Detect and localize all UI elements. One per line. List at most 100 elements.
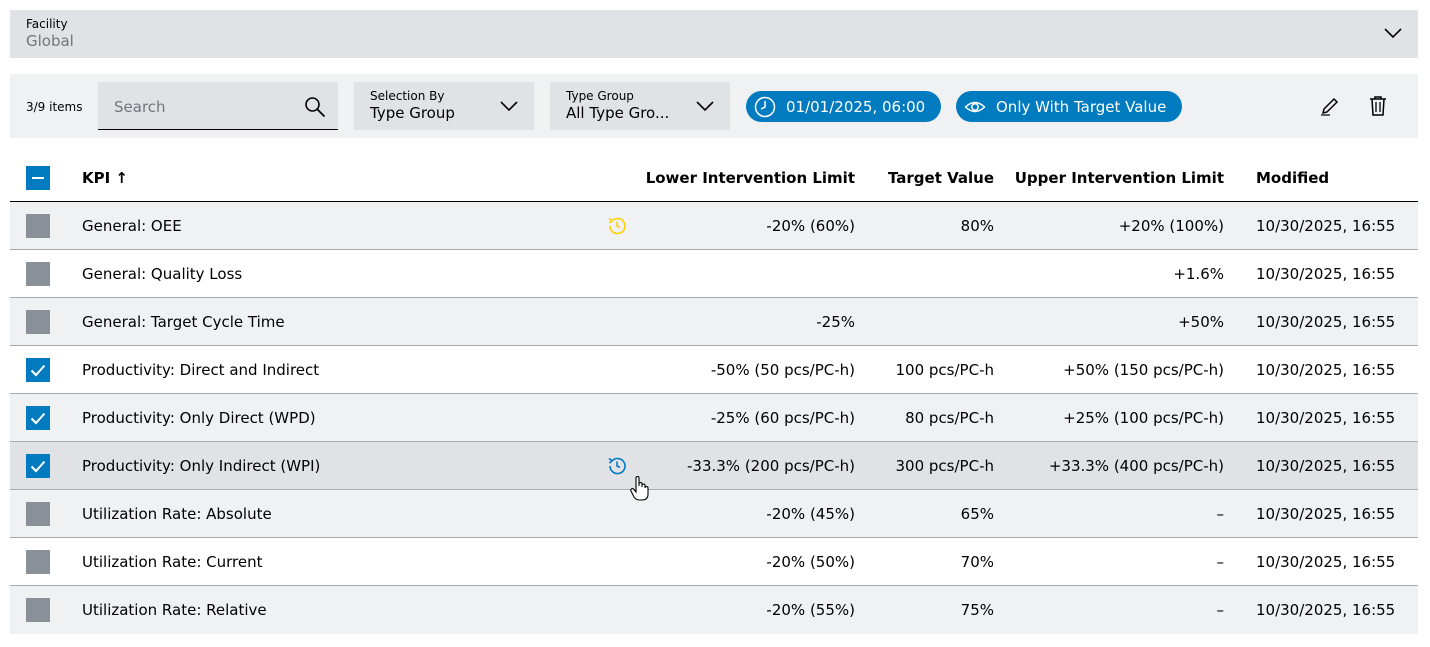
upper-limit-value: –: [1216, 552, 1225, 571]
table-row[interactable]: Productivity: Only Direct (WPD) -25% (60 …: [10, 394, 1418, 442]
eye-icon: [964, 101, 986, 112]
row-checkbox-cell: [26, 202, 50, 249]
row-checkbox[interactable]: [26, 261, 50, 286]
search-icon[interactable]: [304, 96, 326, 118]
type-group-dropdown[interactable]: Type Group All Type Gro...: [550, 82, 730, 130]
table-row[interactable]: General: OEE -20% (60%) 80% +20% (100%) 10/3…: [10, 202, 1418, 250]
column-header-modified[interactable]: Modified: [1256, 168, 1330, 187]
modified-date: 10/30/2025, 16:55: [1256, 216, 1396, 235]
history-icon[interactable]: [606, 202, 628, 249]
search-placeholder: Search: [114, 98, 166, 116]
target-value: 80%: [960, 216, 994, 235]
date-filter-label: 01/01/2025, 06:00: [786, 97, 926, 116]
kpi-name: Utilization Rate: Current: [82, 552, 263, 571]
row-checkbox[interactable]: [26, 501, 50, 526]
upper-limit-value: –: [1216, 600, 1225, 619]
modified-date: 10/30/2025, 16:55: [1256, 600, 1396, 619]
row-checkbox-cell: [26, 298, 50, 345]
kpi-name: Utilization Rate: Absolute: [82, 504, 272, 523]
upper-limit-value: +1.6%: [1173, 264, 1224, 283]
row-checkbox-cell: [26, 538, 50, 585]
column-header-target-value[interactable]: Target Value: [887, 168, 994, 187]
table-row[interactable]: General: Quality Loss +1.6% 10/30/2025, 16…: [10, 250, 1418, 298]
table-row[interactable]: General: Target Cycle Time -25% +50% 10/30/…: [10, 298, 1418, 346]
upper-limit-value: +20% (100%): [1118, 216, 1224, 235]
upper-limit-value: +33.3% (400 pcs/PC-h): [1048, 456, 1224, 475]
row-checkbox-checked[interactable]: [26, 357, 50, 382]
row-checkbox-cell: [26, 442, 50, 489]
kpi-name: General: OEE: [82, 216, 182, 235]
modified-date: 10/30/2025, 16:55: [1256, 408, 1396, 427]
table-row[interactable]: Utilization Rate: Relative -20% (55%) 75% –…: [10, 586, 1418, 634]
row-checkbox[interactable]: [26, 213, 50, 238]
lower-limit-value: -25% (60 pcs/PC-h): [710, 408, 855, 427]
column-header-lower-limit[interactable]: Lower Intervention Limit: [645, 168, 855, 187]
row-checkbox-checked[interactable]: [26, 453, 50, 478]
kpi-name: Productivity: Direct and Indirect: [82, 360, 320, 379]
lower-limit-value: -20% (45%): [766, 504, 855, 523]
row-checkbox[interactable]: [26, 597, 50, 622]
lower-limit-value: -50% (50 pcs/PC-h): [710, 360, 855, 379]
chevron-down-icon: [1384, 28, 1402, 39]
table-row[interactable]: Productivity: Direct and Indirect -50% (5…: [10, 346, 1418, 394]
modified-date: 10/30/2025, 16:55: [1256, 552, 1396, 571]
selection-by-label: Selection By: [370, 89, 445, 103]
target-value-filter-chip[interactable]: Only With Target Value: [956, 91, 1183, 122]
selection-by-value: Type Group: [370, 104, 455, 122]
kpi-name: General: Quality Loss: [82, 264, 243, 283]
type-group-label: Type Group: [566, 89, 634, 103]
history-icon[interactable]: [606, 442, 628, 489]
delete-icon[interactable]: [1366, 94, 1390, 118]
clock-icon: [754, 96, 776, 117]
column-header-upper-limit[interactable]: Upper Intervention Limit: [1014, 168, 1224, 187]
table-header: KPI ↑ Lower Intervention Limit Target Va…: [10, 154, 1418, 202]
lower-limit-value: -20% (60%): [766, 216, 855, 235]
row-checkbox-cell: [26, 586, 50, 633]
select-all-checkbox[interactable]: [26, 165, 50, 190]
target-value-filter-label: Only With Target Value: [996, 97, 1167, 116]
lower-limit-value: -20% (55%): [766, 600, 855, 619]
table-body: General: OEE -20% (60%) 80% +20% (100%) 10/3…: [10, 202, 1418, 634]
target-value: 75%: [960, 600, 994, 619]
row-checkbox[interactable]: [26, 309, 50, 334]
modified-date: 10/30/2025, 16:55: [1256, 360, 1396, 379]
modified-date: 10/30/2025, 16:55: [1256, 456, 1396, 475]
modified-date: 10/30/2025, 16:55: [1256, 264, 1396, 283]
lower-limit-value: -33.3% (200 pcs/PC-h): [686, 456, 855, 475]
selection-by-dropdown[interactable]: Selection By Type Group: [354, 82, 534, 130]
edit-icon[interactable]: [1318, 94, 1342, 118]
row-checkbox[interactable]: [26, 549, 50, 574]
upper-limit-value: +50% (150 pcs/PC-h): [1063, 360, 1224, 379]
hand-pointer-icon: [630, 476, 649, 501]
target-value: 100 pcs/PC-h: [895, 360, 994, 379]
table-row[interactable]: Utilization Rate: Current -20% (50%) 70% – 1…: [10, 538, 1418, 586]
kpi-name: General: Target Cycle Time: [82, 312, 285, 331]
table-row[interactable]: Productivity: Only Indirect (WPI) -33.3% …: [10, 442, 1418, 490]
row-checkbox-cell: [26, 250, 50, 297]
search-input[interactable]: Search: [98, 82, 338, 130]
column-header-kpi[interactable]: KPI ↑: [82, 168, 128, 187]
upper-limit-value: –: [1216, 504, 1225, 523]
date-filter-chip[interactable]: 01/01/2025, 06:00: [746, 91, 942, 122]
row-checkbox-cell: [26, 346, 50, 393]
kpi-table: KPI ↑ Lower Intervention Limit Target Va…: [10, 154, 1418, 634]
target-value: 80 pcs/PC-h: [905, 408, 994, 427]
kpi-name: Utilization Rate: Relative: [82, 600, 267, 619]
target-value: 65%: [960, 504, 994, 523]
row-checkbox-cell: [26, 490, 50, 537]
target-value: 300 pcs/PC-h: [895, 456, 994, 475]
kpi-name: Productivity: Only Direct (WPD): [82, 408, 316, 427]
select-all-cell: [26, 154, 50, 201]
lower-limit-value: -20% (50%): [766, 552, 855, 571]
item-count: 3/9 items: [26, 100, 83, 114]
facility-value: Global: [26, 32, 74, 50]
modified-date: 10/30/2025, 16:55: [1256, 504, 1396, 523]
target-value: 70%: [960, 552, 994, 571]
toolbar: 3/9 items Search Selection By Type Group…: [10, 74, 1418, 138]
table-row[interactable]: Utilization Rate: Absolute -20% (45%) 65% –…: [10, 490, 1418, 538]
row-checkbox-checked[interactable]: [26, 405, 50, 430]
facility-dropdown[interactable]: Facility Global: [10, 10, 1418, 58]
modified-date: 10/30/2025, 16:55: [1256, 312, 1396, 331]
chevron-down-icon: [500, 101, 518, 112]
row-checkbox-cell: [26, 394, 50, 441]
